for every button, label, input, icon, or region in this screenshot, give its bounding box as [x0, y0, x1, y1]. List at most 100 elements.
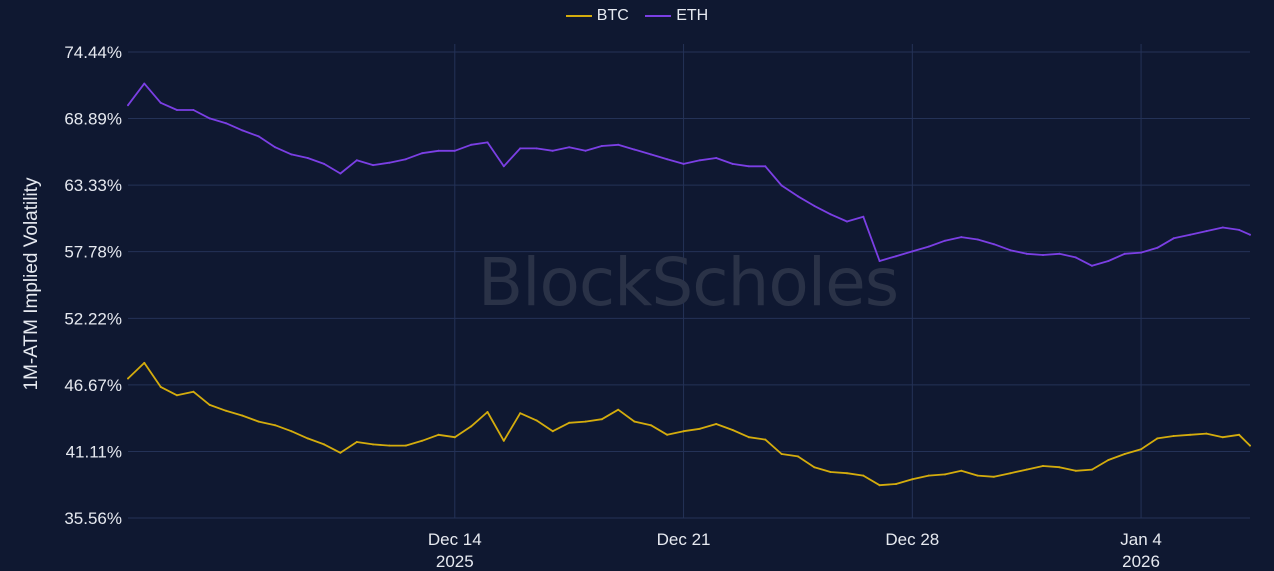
data-point-btc [1249, 444, 1251, 447]
legend-swatch-eth [645, 15, 672, 17]
y-axis-title: 1M-ATM Implied Volatility [21, 177, 42, 390]
data-point-btc [1221, 436, 1224, 439]
data-point-btc [208, 403, 211, 406]
data-point-eth [731, 162, 734, 165]
data-point-btc [1009, 472, 1012, 475]
data-point-eth [339, 172, 342, 175]
data-point-eth [829, 213, 832, 216]
data-point-eth [927, 245, 930, 248]
data-point-btc [829, 471, 832, 473]
data-point-eth [1074, 256, 1077, 259]
y-tick-label: 46.67% [64, 376, 122, 395]
data-point-eth [600, 145, 603, 147]
data-point-eth [290, 153, 293, 156]
data-point-eth [421, 152, 424, 155]
data-point-eth [1140, 251, 1143, 254]
data-point-btc [960, 469, 963, 472]
data-point-btc [241, 414, 244, 417]
x-tick-label: Dec 28 [885, 530, 939, 549]
data-point-eth [862, 215, 865, 218]
data-point-eth [878, 260, 881, 262]
data-point-btc [927, 474, 930, 477]
data-point-btc [127, 377, 129, 380]
data-point-btc [944, 473, 946, 476]
data-point-btc [1238, 433, 1241, 436]
data-point-eth [911, 250, 914, 253]
data-point-btc [1091, 468, 1093, 471]
data-point-eth [846, 220, 848, 223]
data-point-eth [502, 165, 505, 168]
y-tick-label: 35.56% [64, 509, 122, 528]
y-tick-label: 63.33% [64, 176, 122, 195]
data-point-btc [192, 390, 195, 393]
data-point-eth [715, 157, 718, 159]
data-point-btc [780, 453, 783, 455]
data-point-eth [1123, 252, 1126, 255]
series-line-btc[interactable] [127, 362, 1251, 487]
data-point-btc [470, 425, 473, 428]
data-point-eth [682, 162, 685, 165]
data-point-btc [176, 394, 178, 397]
data-point-btc [731, 429, 734, 431]
data-point-eth [1009, 249, 1012, 252]
data-point-btc [666, 433, 669, 436]
data-point-btc [911, 478, 914, 481]
data-point-btc [584, 420, 587, 423]
data-point-eth [796, 195, 799, 198]
data-point-eth [355, 159, 358, 162]
data-point-eth [649, 153, 652, 156]
data-point-eth [453, 149, 456, 152]
data-point-btc [453, 436, 456, 439]
data-point-btc [993, 475, 995, 478]
data-point-btc [600, 418, 603, 421]
data-point-btc [421, 439, 424, 442]
data-point-btc [1123, 453, 1126, 455]
data-point-eth [127, 104, 129, 107]
data-point-eth [960, 236, 963, 239]
data-point-btc [143, 361, 146, 364]
data-point-eth [1025, 252, 1028, 255]
data-point-eth [1107, 260, 1110, 262]
legend-item-eth[interactable]: ETH [645, 7, 708, 25]
data-point-btc [551, 430, 554, 433]
data-point-btc [698, 427, 701, 430]
data-point-eth [584, 149, 587, 152]
data-point-eth [192, 109, 195, 111]
y-tick-label: 74.44% [64, 43, 122, 62]
data-point-btc [404, 444, 407, 447]
x-tick-year-label: 2026 [1122, 552, 1160, 571]
data-point-btc [1074, 469, 1077, 472]
y-axis: 35.56% 41.11% 46.67% 52.22% 57.78% 63.33% 68.8… [64, 43, 122, 528]
y-tick-label: 57.78% [64, 243, 122, 262]
legend-item-btc[interactable]: BTC [565, 7, 629, 25]
data-point-btc [502, 439, 505, 442]
data-point-eth [208, 117, 211, 120]
x-tick-label: Dec 14 [428, 530, 482, 549]
data-point-eth [780, 184, 783, 187]
legend-label-eth: ETH [676, 7, 709, 24]
data-point-btc [633, 420, 636, 423]
data-point-eth [633, 148, 636, 151]
data-point-eth [388, 161, 391, 164]
data-point-eth [159, 101, 162, 104]
data-point-eth [1058, 252, 1061, 255]
data-point-eth [486, 141, 489, 144]
data-point-eth [372, 164, 375, 167]
data-point-btc [339, 451, 342, 454]
data-point-eth [323, 162, 326, 165]
data-point-btc [225, 409, 227, 412]
data-point-eth [1156, 246, 1159, 249]
legend-label-btc: BTC [596, 7, 629, 24]
data-point-eth [1238, 228, 1241, 231]
legend-swatch-btc [565, 15, 592, 17]
data-point-eth [551, 149, 554, 152]
data-point-btc [372, 443, 375, 446]
data-point-btc [437, 433, 440, 436]
data-point-eth [976, 238, 979, 241]
x-tick-year-label: 2025 [436, 552, 474, 571]
data-point-btc [290, 430, 293, 433]
series-line-eth[interactable] [127, 82, 1251, 267]
data-point-btc [306, 437, 309, 440]
data-point-eth [306, 157, 309, 159]
data-point-btc [486, 411, 489, 413]
